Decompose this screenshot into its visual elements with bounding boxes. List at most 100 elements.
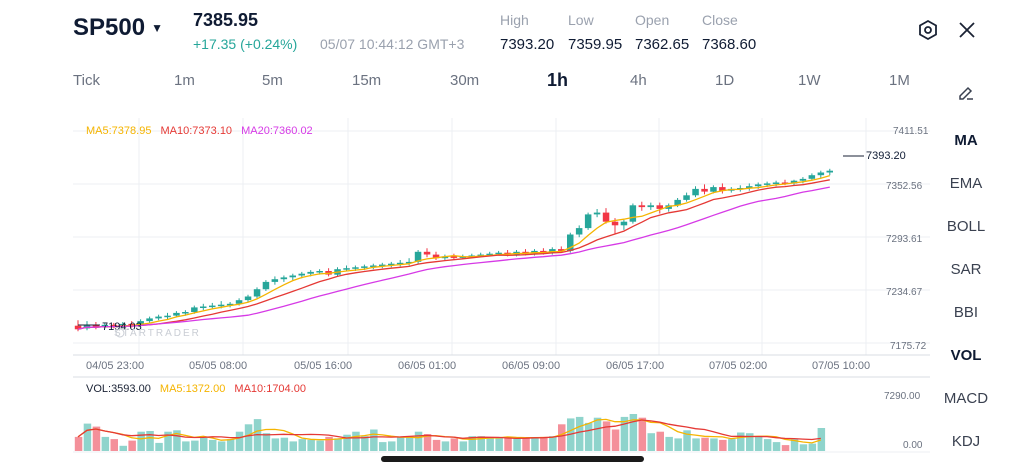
price-tick-label: 7411.51 xyxy=(893,126,929,137)
indicator-boll[interactable]: BOLL xyxy=(946,218,986,235)
close-icon[interactable] xyxy=(955,18,979,42)
time-tick-label: 07/05 02:00 xyxy=(709,360,768,372)
stat-value: 7393.20 xyxy=(500,36,555,53)
volume-bar xyxy=(128,440,136,451)
candle-body xyxy=(235,300,243,304)
quote-timestamp: 05/07 10:44:12 GMT+3 xyxy=(320,36,465,52)
price-tick-label: 7293.61 xyxy=(886,234,923,245)
volume-bar xyxy=(191,440,199,451)
tab-5m[interactable]: 5m xyxy=(262,72,283,89)
candle-body xyxy=(817,172,825,176)
price-tick-label: 7234.67 xyxy=(886,287,923,298)
indicator-sar[interactable]: SAR xyxy=(950,261,982,278)
indicator-kdj[interactable]: KDJ xyxy=(951,433,981,450)
candle-body xyxy=(423,251,431,255)
vol-label: VOL:3593.00 xyxy=(86,383,151,395)
candle-body xyxy=(182,312,189,314)
indicator-vol[interactable]: VOL xyxy=(950,347,982,364)
stat-value: 7362.65 xyxy=(635,36,690,53)
ma-legend: MA5:7378.95 MA10:7373.10 MA20:7360.02 xyxy=(86,125,319,137)
candle-body xyxy=(405,261,413,264)
ma5-label: MA5:7378.95 xyxy=(86,125,152,137)
home-indicator xyxy=(381,456,644,462)
volume-bar xyxy=(388,441,396,451)
candle-body xyxy=(674,199,681,206)
time-tick-label: 06/05 09:00 xyxy=(502,360,561,372)
watermark-star-icon xyxy=(115,328,125,338)
candle-body xyxy=(209,305,216,308)
tab-30m[interactable]: 30m xyxy=(450,72,480,89)
tab-1mo[interactable]: 1M xyxy=(889,72,910,89)
indicator-ma[interactable]: MA xyxy=(954,132,978,149)
volume-bar xyxy=(781,445,790,451)
volume-bar xyxy=(701,437,709,451)
volume-bar xyxy=(737,432,745,451)
draw-pen-icon[interactable] xyxy=(935,82,997,106)
candle-body xyxy=(244,296,252,301)
price-chart[interactable] xyxy=(0,0,935,460)
volume-bar xyxy=(396,436,405,451)
indicator-macd[interactable]: MACD xyxy=(943,390,989,407)
time-tick-label: 05/05 08:00 xyxy=(189,360,248,372)
candle-body xyxy=(790,180,798,184)
tab-15m[interactable]: 15m xyxy=(352,72,382,89)
candle-body xyxy=(656,205,663,209)
tab-1d[interactable]: 1D xyxy=(715,72,735,89)
volume-bar xyxy=(477,436,485,451)
time-tick-label: 06/05 01:00 xyxy=(398,360,457,372)
volume-bar xyxy=(405,436,414,451)
volume-bar xyxy=(808,443,817,451)
candle-body xyxy=(307,271,314,274)
settings-hexagon-icon[interactable] xyxy=(916,18,940,42)
candle-body xyxy=(128,323,135,326)
candle-body xyxy=(495,252,502,255)
indicator-bbi[interactable]: BBI xyxy=(953,304,979,321)
vol-ma5-label: MA5:1372.00 xyxy=(159,383,226,395)
ma20-line xyxy=(77,186,830,330)
volume-bar xyxy=(164,431,172,451)
volume-bar xyxy=(173,430,181,451)
candle-body xyxy=(602,212,610,222)
volume-bar xyxy=(83,423,92,451)
candle-body xyxy=(280,277,288,280)
tab-4h[interactable]: 4h xyxy=(630,72,647,89)
candle-body xyxy=(799,178,807,181)
candle-body xyxy=(710,187,717,192)
symbol-selector[interactable]: SP500 ▼ xyxy=(73,14,163,42)
candle-body xyxy=(289,275,296,278)
vol-legend: VOL:3593.00 MA5:1372.00 MA10:1704.00 xyxy=(86,383,312,395)
ma20-label: MA20:7360.02 xyxy=(241,125,313,137)
indicator-ema[interactable]: EMA xyxy=(949,175,983,192)
candle-body xyxy=(763,183,771,185)
price-change: +17.35 (+0.24%) xyxy=(193,36,298,52)
volume-bar xyxy=(746,433,754,451)
volume-bar xyxy=(531,437,539,451)
tab-1m[interactable]: 1m xyxy=(174,72,195,89)
candle-body xyxy=(253,289,261,297)
volume-bar xyxy=(200,437,208,451)
volume-bar xyxy=(423,434,432,451)
candle-body xyxy=(701,188,708,192)
volume-bar xyxy=(790,439,799,451)
candle-body xyxy=(361,266,368,268)
volume-bar xyxy=(352,431,360,451)
volume-bar xyxy=(414,431,423,451)
candle-body xyxy=(781,182,789,184)
tab-1h[interactable]: 1h xyxy=(547,70,569,90)
volume-bar xyxy=(513,438,521,451)
candle-body xyxy=(388,263,395,266)
candle-body xyxy=(191,307,198,312)
volume-bar xyxy=(370,429,378,451)
volume-bar xyxy=(638,417,647,451)
tab-tick[interactable]: Tick xyxy=(73,72,100,89)
volume-bar xyxy=(817,428,826,451)
candle-body xyxy=(396,262,404,265)
volume-bar xyxy=(692,438,700,451)
volume-bar xyxy=(799,444,808,451)
candle-body xyxy=(549,249,556,253)
tab-1w[interactable]: 1W xyxy=(798,72,821,89)
volume-bar xyxy=(119,445,127,451)
volume-bar xyxy=(763,439,772,451)
candle-body xyxy=(316,271,323,273)
ma5-line xyxy=(77,174,830,330)
